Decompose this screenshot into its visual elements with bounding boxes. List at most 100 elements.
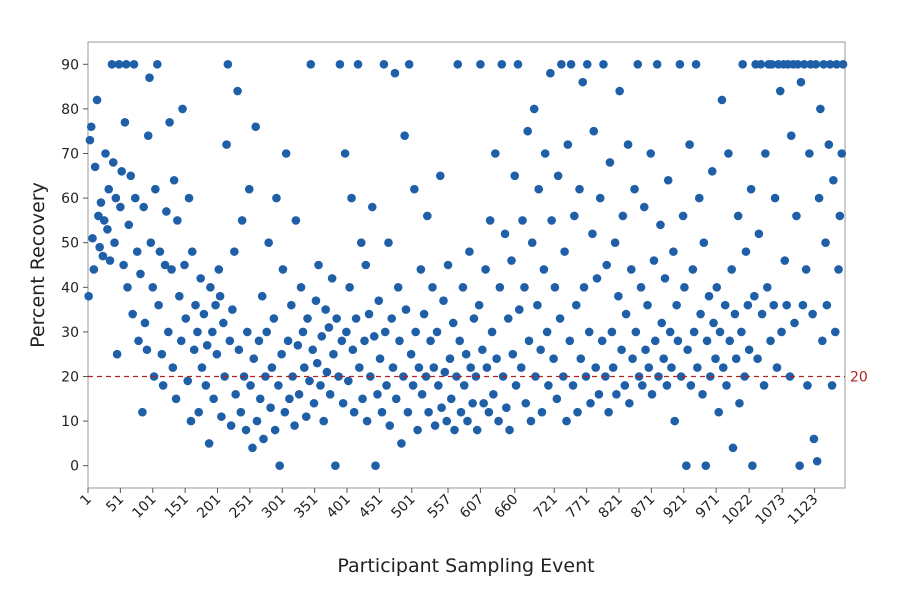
- data-point: [196, 274, 205, 283]
- data-point: [694, 193, 704, 203]
- data-point: [696, 309, 705, 319]
- data-point: [660, 274, 670, 283]
- data-point: [816, 104, 825, 114]
- data-point: [633, 60, 643, 69]
- data-point: [712, 283, 722, 292]
- data-point: [325, 390, 335, 399]
- data-point: [448, 318, 458, 328]
- data-point: [750, 291, 759, 301]
- data-point: [657, 318, 667, 328]
- data-point: [507, 256, 516, 265]
- data-point: [740, 372, 749, 381]
- x-tick-label: 101: [129, 492, 159, 522]
- data-point: [311, 296, 321, 305]
- data-point: [560, 247, 569, 256]
- data-point: [397, 439, 406, 448]
- data-point: [829, 175, 838, 185]
- data-point: [184, 193, 194, 203]
- data-point: [565, 336, 575, 346]
- x-tick-label: 1022: [719, 492, 756, 529]
- data-point: [691, 60, 701, 69]
- data-point: [136, 269, 145, 279]
- data-point: [254, 336, 264, 346]
- data-point: [599, 60, 608, 69]
- data-point: [479, 398, 488, 408]
- data-point: [114, 60, 124, 69]
- data-point: [546, 68, 555, 78]
- data-point: [110, 238, 119, 247]
- data-point: [274, 381, 283, 390]
- data-point: [222, 140, 231, 149]
- data-point: [99, 216, 109, 225]
- data-point: [455, 336, 465, 346]
- data-point: [162, 207, 171, 216]
- data-point: [578, 77, 588, 87]
- data-point: [231, 390, 240, 399]
- data-point: [494, 416, 503, 426]
- data-point: [513, 60, 523, 69]
- data-point: [148, 283, 158, 292]
- data-point: [358, 394, 367, 404]
- data-point: [623, 140, 633, 149]
- data-point: [597, 336, 607, 346]
- data-point: [786, 131, 796, 140]
- data-point: [189, 345, 199, 355]
- data-point: [667, 363, 676, 372]
- data-point: [481, 265, 490, 274]
- data-point: [259, 434, 268, 444]
- data-point: [351, 314, 361, 323]
- x-tick-label: 351: [291, 492, 321, 522]
- data-point: [204, 439, 214, 448]
- data-point: [665, 327, 675, 337]
- data-point: [673, 336, 683, 346]
- data-point: [650, 336, 660, 346]
- data-point: [212, 349, 222, 359]
- data-point: [414, 363, 424, 372]
- data-point: [803, 381, 812, 390]
- data-point: [403, 407, 413, 417]
- data-point: [709, 318, 718, 328]
- data-point: [801, 265, 811, 274]
- data-point: [643, 300, 652, 310]
- data-point: [197, 363, 207, 372]
- data-point: [201, 381, 211, 390]
- data-point: [733, 211, 743, 221]
- data-point: [825, 60, 835, 69]
- data-point: [702, 336, 712, 346]
- data-point: [303, 314, 312, 323]
- data-point: [785, 372, 795, 381]
- data-point: [618, 211, 628, 221]
- data-point: [191, 300, 200, 310]
- data-point: [614, 291, 623, 301]
- data-point: [244, 184, 254, 194]
- data-point: [261, 372, 270, 381]
- data-point: [573, 407, 582, 417]
- data-point: [796, 77, 806, 87]
- x-tick-label: 1: [77, 492, 95, 510]
- data-point: [314, 260, 323, 270]
- data-point: [299, 363, 309, 372]
- data-point: [555, 314, 565, 323]
- data-point: [440, 367, 450, 377]
- data-point: [811, 60, 821, 69]
- data-point: [731, 354, 741, 363]
- data-point: [288, 372, 297, 381]
- data-point: [527, 238, 537, 247]
- data-point: [362, 416, 372, 426]
- data-point: [520, 283, 529, 292]
- data-point: [430, 421, 440, 430]
- data-point: [699, 238, 709, 247]
- data-point: [644, 363, 654, 372]
- data-point: [795, 461, 804, 471]
- data-point: [589, 126, 599, 136]
- data-point: [374, 296, 384, 305]
- y-tick-label: 10: [61, 414, 79, 430]
- data-point: [401, 305, 411, 314]
- data-point: [491, 149, 500, 158]
- data-point: [126, 171, 136, 181]
- data-point: [649, 256, 659, 265]
- data-point: [278, 265, 288, 274]
- data-point: [308, 345, 318, 355]
- data-point: [485, 216, 495, 225]
- data-point: [423, 211, 432, 221]
